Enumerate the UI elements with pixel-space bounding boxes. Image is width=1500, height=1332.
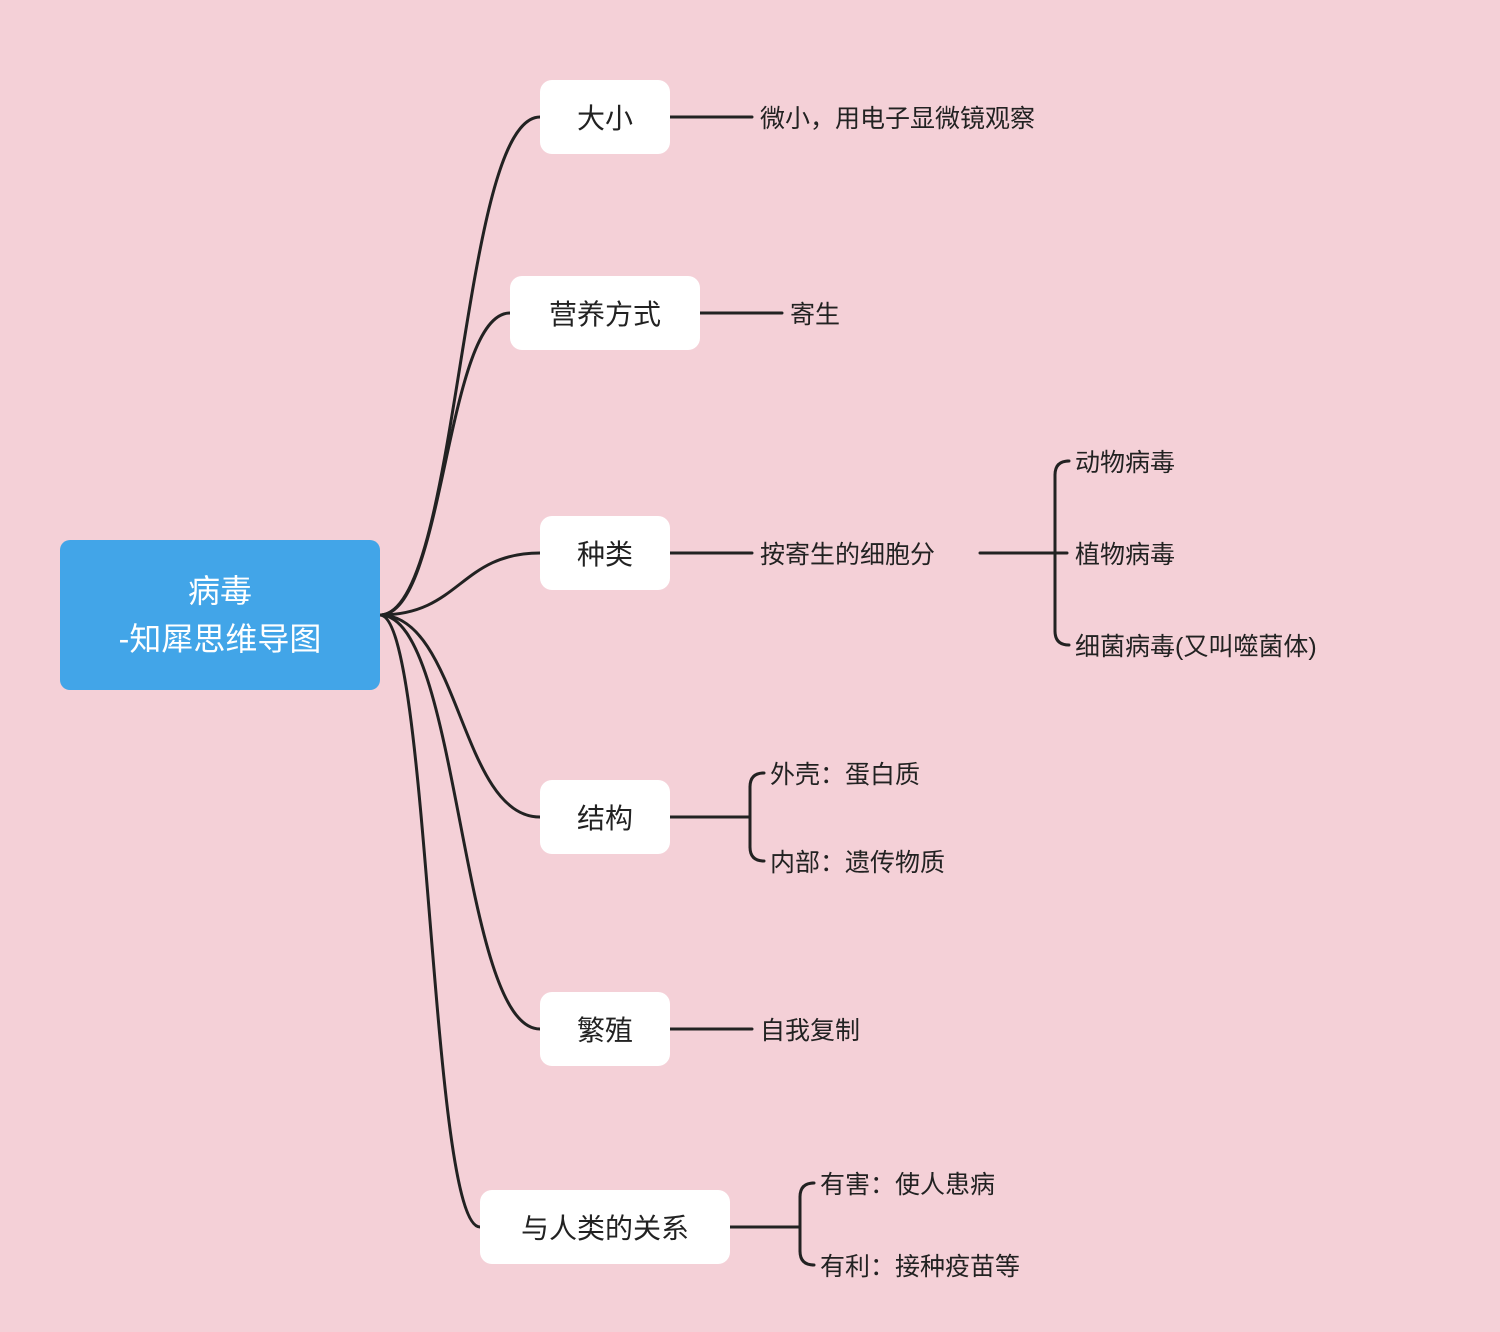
leaf-type-plant: 植物病毒 (1075, 536, 1255, 570)
mindmap-canvas: 病毒 -知犀思维导图 大小 营养方式 种类 结构 繁殖 与人类的关系 微小，用电… (0, 0, 1500, 1332)
leaf-type-animal: 动物病毒 (1075, 444, 1255, 478)
leaf-struct-shell: 外壳：蛋白质 (770, 756, 1010, 790)
root-node: 病毒 -知犀思维导图 (60, 540, 380, 690)
node-structure: 结构 (540, 780, 670, 854)
leaf-type-by: 按寄生的细胞分 (760, 536, 980, 570)
node-nutrition: 营养方式 (510, 276, 700, 350)
node-type: 种类 (540, 516, 670, 590)
leaf-nutrition-desc: 寄生 (790, 296, 910, 330)
node-relation: 与人类的关系 (480, 1190, 730, 1264)
leaf-rel-harm: 有害：使人患病 (820, 1166, 1080, 1200)
leaf-repro-desc: 自我复制 (760, 1012, 940, 1046)
node-size: 大小 (540, 80, 670, 154)
node-reproduction: 繁殖 (540, 992, 670, 1066)
leaf-rel-benefit: 有利：接种疫苗等 (820, 1248, 1100, 1282)
leaf-struct-inner: 内部：遗传物质 (770, 844, 1030, 878)
leaf-size-desc: 微小，用电子显微镜观察 (760, 100, 1140, 134)
leaf-type-bacteria: 细菌病毒(又叫噬菌体) (1075, 628, 1415, 662)
